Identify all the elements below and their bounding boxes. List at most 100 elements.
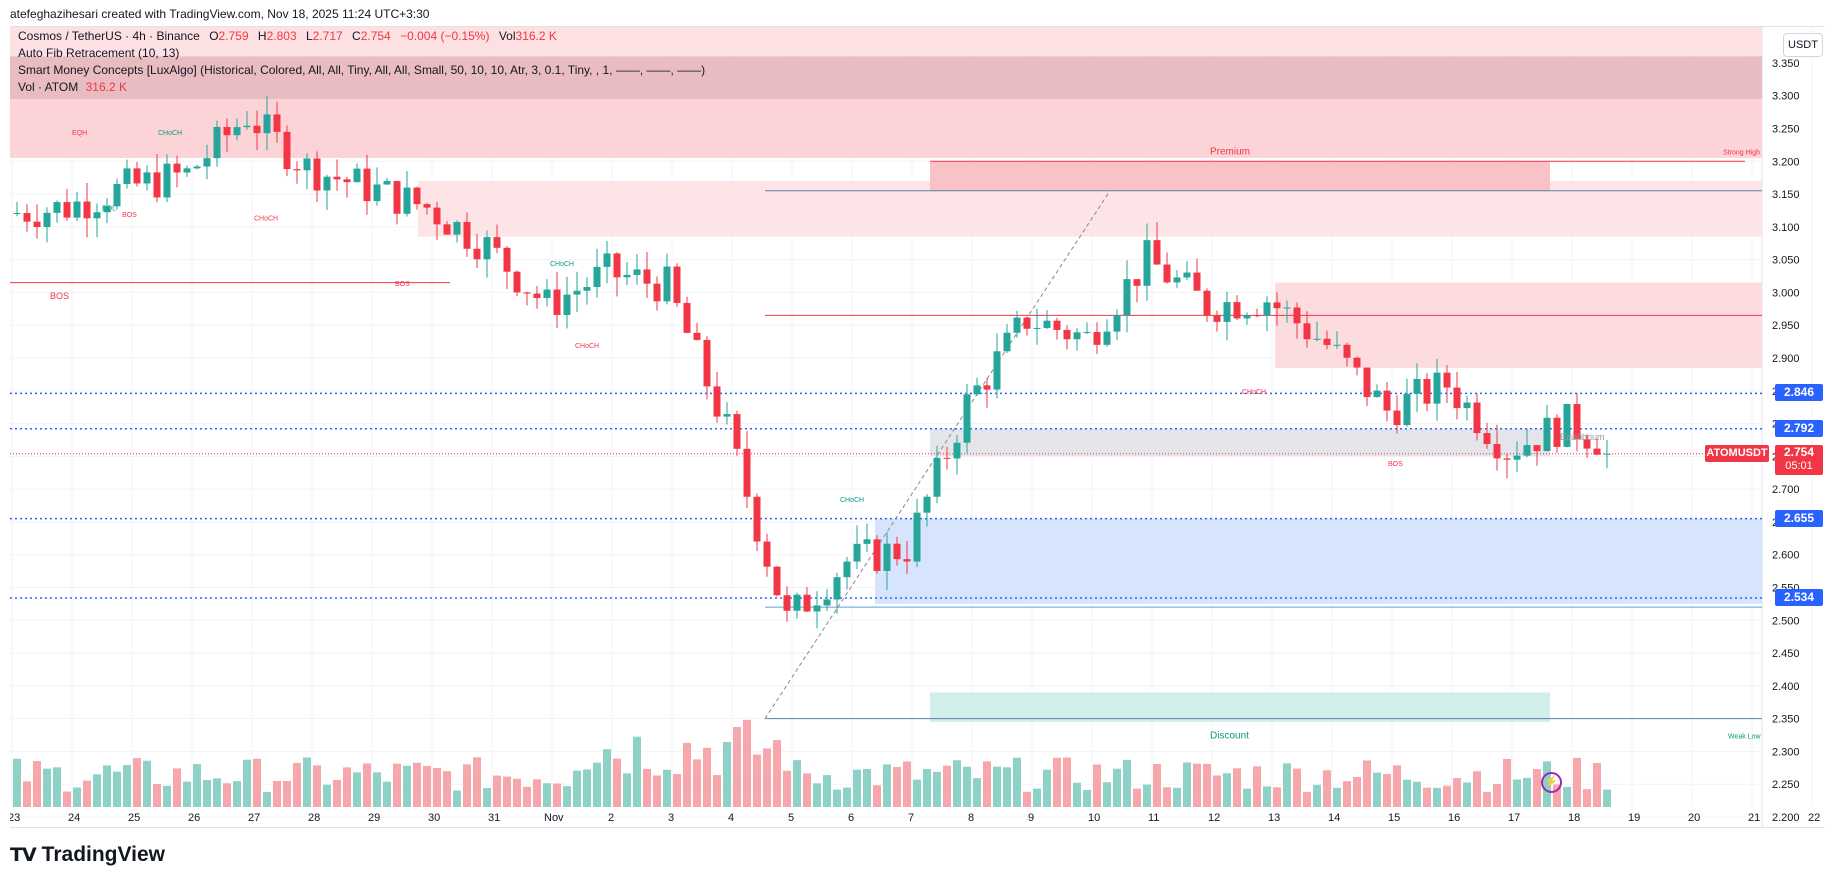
candle-body [1093, 331, 1101, 345]
discount-label: Discount [1210, 730, 1249, 741]
volume-bar [493, 775, 501, 807]
legend-c-label: C [352, 29, 361, 43]
candle-body [1303, 323, 1311, 340]
lightning-icon[interactable]: ⚡ [1541, 772, 1562, 793]
candle-body [693, 332, 701, 340]
candle-body [1323, 338, 1331, 346]
price-tick-label: 2.250 [1772, 779, 1800, 791]
choch-label: CHoCH [575, 343, 599, 350]
candle-body [193, 166, 201, 169]
time-tick-label: 20 [1688, 812, 1700, 824]
volume-bar [853, 769, 861, 807]
time-tick-label: 16 [1448, 812, 1460, 824]
volume-bar [1063, 757, 1071, 807]
volume-bar [1243, 788, 1251, 807]
candle-body [783, 595, 791, 611]
volume-bar [843, 787, 851, 807]
candle-body [1283, 307, 1291, 309]
volume-bar [1563, 786, 1571, 807]
choch-label: CHoCH [550, 261, 574, 268]
candle-body [253, 125, 261, 134]
candle-body [263, 114, 271, 134]
volume-bar [273, 780, 281, 807]
legend-indicator-smc[interactable]: Smart Money Concepts [LuxAlgo] (Historic… [18, 63, 706, 77]
candle-body [863, 539, 871, 544]
volume-bar [1163, 787, 1171, 807]
legend-indicator-vol[interactable]: Vol · ATOM 316.2 K [18, 80, 127, 94]
volume-bar [1453, 778, 1461, 807]
volume-bar [553, 783, 561, 807]
eqh-label: EQH [72, 130, 87, 137]
legend-l-value: 2.717 [312, 29, 343, 43]
supply-zone-dark [10, 56, 1762, 99]
candlestick-chart[interactable]: Premium Discount Equilibrium Strong High Wea… [10, 27, 1825, 827]
candle-body [1133, 279, 1141, 286]
candle-body [1473, 402, 1481, 434]
candle-body [1333, 344, 1341, 346]
legend-indicator-fib[interactable]: Auto Fib Retracement (10, 13) [18, 46, 180, 60]
volume-bar [713, 775, 721, 807]
volume-bar [1133, 788, 1141, 807]
chart-frame[interactable]: Premium Discount Equilibrium Strong High Wea… [10, 26, 1825, 828]
volume-bar [1583, 789, 1591, 807]
current-price-value: 2.754 [1783, 444, 1815, 459]
volume-bar [183, 781, 191, 807]
candle-body [1193, 272, 1201, 291]
volume-bar [1283, 763, 1291, 807]
volume-bar [263, 791, 271, 807]
tradingview-brand: TradingView [41, 843, 165, 866]
choch-label: CHoCH [158, 130, 182, 137]
candle-body [993, 351, 1001, 390]
volume-bar [163, 785, 171, 807]
volume-bar [1263, 786, 1271, 807]
candle-body [1453, 387, 1461, 409]
candle-body [313, 158, 321, 191]
candle-body [773, 566, 781, 596]
candle-body [413, 187, 421, 205]
candle-body [1343, 344, 1351, 358]
bar-countdown: 05:01 [1785, 459, 1813, 472]
volume-bar [393, 763, 401, 807]
equilibrium-zone [930, 428, 1550, 457]
volume-bar [923, 768, 931, 807]
volume-bar [1183, 762, 1191, 807]
candle-body [813, 605, 821, 612]
candle-body [723, 414, 731, 417]
candle-body [293, 169, 301, 171]
volume-bar [353, 772, 361, 807]
time-tick-label: 18 [1568, 812, 1580, 824]
volume-bar [123, 765, 131, 807]
candle-body [973, 385, 981, 395]
volume-bar [1463, 782, 1471, 807]
candle-body [1563, 403, 1571, 447]
volume-bar [1203, 763, 1211, 807]
candle-body [1063, 329, 1071, 340]
candle-body [663, 266, 671, 302]
candle-body [1243, 315, 1251, 319]
volume-bar [433, 767, 441, 807]
volume-bar [773, 740, 781, 807]
time-tick-label: 5 [788, 812, 794, 824]
volume-bar [753, 754, 761, 807]
time-tick-label: 29 [368, 812, 380, 824]
volume-bar [143, 760, 151, 807]
volume-bar [103, 765, 111, 807]
price-tick-label: 3.200 [1772, 156, 1800, 168]
candle-body [1393, 410, 1401, 426]
candle-body [163, 163, 171, 198]
candle-body [1113, 315, 1121, 332]
price-tick-label: 2.900 [1772, 353, 1800, 365]
candle-body [673, 266, 681, 303]
candle-body [553, 289, 561, 316]
price-tick-label: 3.350 [1772, 58, 1800, 70]
candle-body [1413, 378, 1421, 394]
currency-badge[interactable]: USDT [1783, 33, 1823, 57]
volume-bar [523, 786, 531, 807]
candle-body [903, 559, 911, 562]
volume-bar [1383, 773, 1391, 807]
time-tick-label: 9 [1028, 812, 1034, 824]
volume-bar [1493, 784, 1501, 807]
candle-body [1533, 445, 1541, 452]
candle-body [433, 207, 441, 225]
volume-bar [743, 719, 751, 807]
